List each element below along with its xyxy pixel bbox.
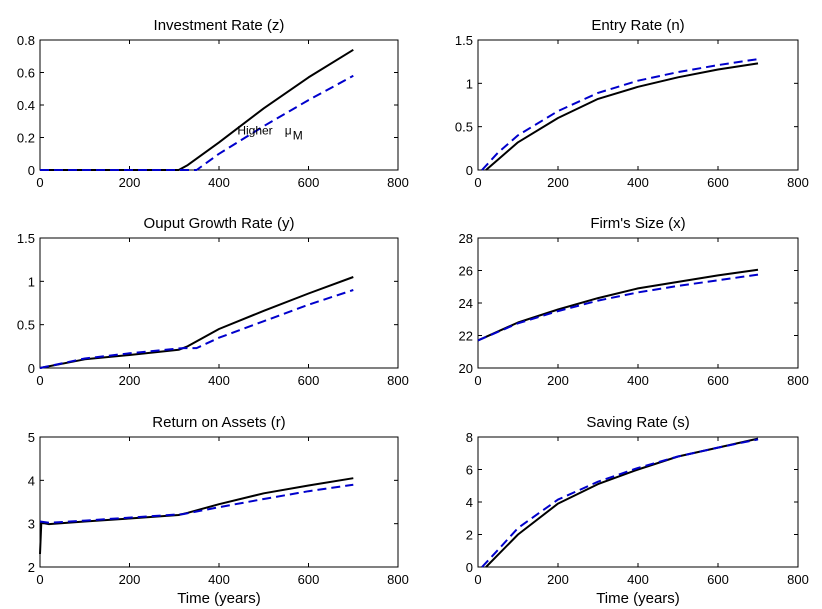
y-tick-label: 2 bbox=[466, 528, 473, 543]
y-tick-label: 6 bbox=[466, 463, 473, 478]
x-tick-label: 200 bbox=[547, 175, 569, 190]
y-tick-label: 0.4 bbox=[17, 98, 35, 113]
x-tick-label: 600 bbox=[298, 373, 320, 388]
annotation-text: Higher bbox=[237, 123, 272, 137]
x-tick-label: 800 bbox=[387, 175, 409, 190]
solid-series-line bbox=[40, 48, 354, 171]
chart-title: Firm's Size (x) bbox=[590, 215, 685, 232]
y-tick-label: 22 bbox=[459, 329, 473, 344]
dashed-series-line bbox=[40, 74, 354, 171]
y-tick-label: 4 bbox=[466, 495, 473, 510]
y-tick-label: 5 bbox=[28, 430, 35, 445]
x-tick-label: 800 bbox=[787, 175, 809, 190]
y-tick-label: 0 bbox=[466, 163, 473, 178]
x-tick-label: 200 bbox=[119, 373, 141, 388]
chart-title: Entry Rate (n) bbox=[591, 17, 684, 34]
y-tick-label: 1.5 bbox=[455, 33, 473, 48]
x-tick-label: 200 bbox=[547, 373, 569, 388]
x-tick-label: 600 bbox=[707, 373, 729, 388]
y-tick-label: 26 bbox=[459, 264, 473, 279]
y-tick-label: 1 bbox=[28, 274, 35, 289]
dashed-series-line bbox=[481, 438, 759, 568]
chart-title: Investment Rate (z) bbox=[154, 17, 285, 34]
x-tick-label: 800 bbox=[787, 373, 809, 388]
chart-panel-4: Firm's Size (x) 0 200 400 600 800 20 22 24 26 28 bbox=[459, 215, 809, 388]
x-tick-label: 800 bbox=[387, 572, 409, 587]
x-axis-label: Time (years) bbox=[596, 590, 680, 607]
x-tick-label: 0 bbox=[474, 175, 481, 190]
x-tick-label: 200 bbox=[119, 572, 141, 587]
y-tick-label: 4 bbox=[28, 473, 35, 488]
x-tick-label: 600 bbox=[298, 572, 320, 587]
plot-frame bbox=[477, 436, 799, 568]
x-tick-label: 400 bbox=[627, 175, 649, 190]
dashed-series-line bbox=[477, 273, 759, 342]
y-tick-label: 0.5 bbox=[455, 120, 473, 135]
solid-series-line bbox=[485, 62, 759, 171]
solid-series-line bbox=[39, 276, 354, 369]
x-tick-label: 400 bbox=[627, 373, 649, 388]
x-tick-label: 400 bbox=[208, 373, 230, 388]
dashed-series-line bbox=[481, 58, 759, 171]
x-tick-label: 600 bbox=[707, 175, 729, 190]
x-tick-label: 400 bbox=[627, 572, 649, 587]
y-tick-label: 3 bbox=[28, 517, 35, 532]
y-tick-label: 1.5 bbox=[17, 231, 35, 246]
y-tick-label: 24 bbox=[459, 296, 473, 311]
solid-series-line bbox=[485, 437, 759, 568]
y-tick-label: 0 bbox=[28, 361, 35, 376]
x-tick-label: 600 bbox=[298, 175, 320, 190]
dashed-series-line bbox=[39, 289, 354, 369]
chart-panel-5: Return on Assets (r) 0 200 400 600 800 2 3 4 5 Tim… bbox=[28, 414, 409, 607]
x-tick-label: 0 bbox=[36, 373, 43, 388]
x-tick-label: 400 bbox=[208, 572, 230, 587]
x-tick-label: 0 bbox=[474, 572, 481, 587]
y-tick-label: 1 bbox=[466, 76, 473, 91]
y-tick-label: 20 bbox=[459, 361, 473, 376]
chart-title: Saving Rate (s) bbox=[586, 414, 689, 431]
y-tick-label: 0 bbox=[28, 163, 35, 178]
chart-panel-6: Saving Rate (s) 0 200 400 600 800 0 2 4 6 8 Time (y… bbox=[466, 414, 809, 607]
solid-series-line bbox=[39, 477, 354, 555]
y-tick-label: 0.2 bbox=[17, 131, 35, 146]
x-tick-label: 400 bbox=[208, 175, 230, 190]
plot-frame bbox=[477, 237, 799, 369]
chart-panel-3: Ouput Growth Rate (y) 0 200 400 600 800 0 0.5 1 1… bbox=[17, 215, 409, 388]
plot-frame bbox=[39, 436, 399, 568]
chart-title: Return on Assets (r) bbox=[152, 414, 285, 431]
x-tick-label: 800 bbox=[387, 373, 409, 388]
plot-frame bbox=[39, 39, 399, 171]
dashed-series-line bbox=[39, 483, 354, 524]
chart-panel-2: Entry Rate (n) 0 200 400 600 800 0 0.5 1 1.5 bbox=[455, 17, 809, 190]
x-tick-label: 0 bbox=[36, 572, 43, 587]
y-tick-label: 0.5 bbox=[17, 318, 35, 333]
x-tick-label: 200 bbox=[119, 175, 141, 190]
x-tick-label: 600 bbox=[707, 572, 729, 587]
chart-title: Ouput Growth Rate (y) bbox=[144, 215, 295, 232]
y-tick-label: 8 bbox=[466, 430, 473, 445]
y-tick-label: 0 bbox=[466, 560, 473, 575]
x-tick-label: 200 bbox=[547, 572, 569, 587]
x-tick-label: 800 bbox=[787, 572, 809, 587]
chart-panel-1: Investment Rate (z) 0 200 400 600 800 0 0.2 0.4 0… bbox=[17, 17, 409, 190]
annotation-symbol: μ bbox=[285, 123, 292, 137]
y-tick-label: 28 bbox=[459, 231, 473, 246]
y-tick-label: 2 bbox=[28, 560, 35, 575]
plot-frame bbox=[39, 237, 399, 369]
annotation-subscript: M bbox=[293, 128, 303, 142]
x-tick-label: 0 bbox=[474, 373, 481, 388]
x-tick-label: 0 bbox=[36, 175, 43, 190]
y-tick-label: 0.8 bbox=[17, 33, 35, 48]
x-axis-label: Time (years) bbox=[177, 590, 261, 607]
y-tick-label: 0.6 bbox=[17, 66, 35, 81]
